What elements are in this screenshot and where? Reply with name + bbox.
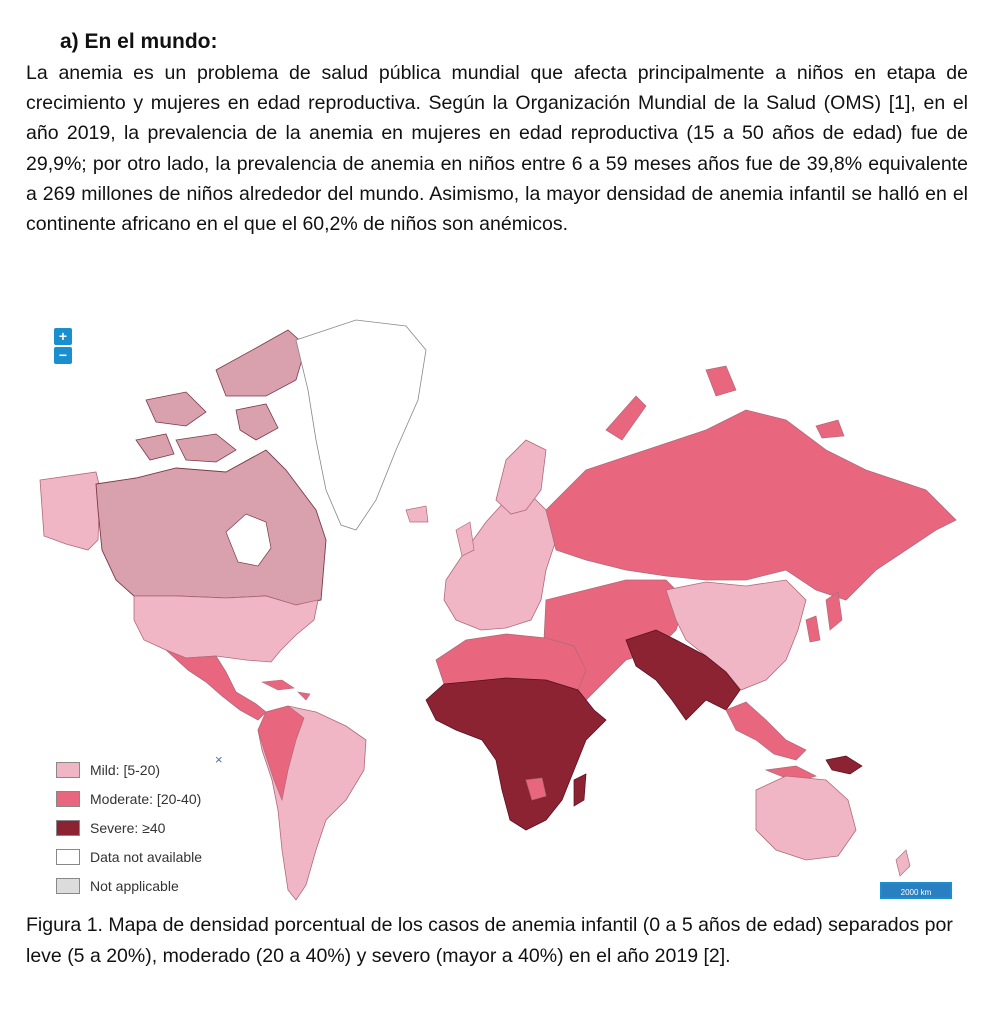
region-canada [95,449,327,606]
legend-swatch-moderate [56,790,80,807]
legend-label: Mild: [5-20) [90,761,161,778]
zoom-out-button[interactable]: − [54,347,72,364]
region-caribbean [260,679,311,701]
region-south-africa [525,777,547,801]
legend-item: Mild: [5-20) [56,755,202,784]
legend-item: Moderate: [20-40) [56,784,202,813]
region-japan [805,591,843,643]
world-map-graphic[interactable] [26,300,966,908]
world-anemia-map[interactable]: + − Mild: [5-20) Moderate: [20-40) Sever… [26,300,966,908]
region-greenland [295,319,427,531]
legend-swatch-mild [56,761,80,778]
region-se-asia [725,701,817,783]
region-uk [405,505,475,557]
legend-item: Data not available [56,842,202,871]
region-russia-islands [605,365,845,441]
region-russia [545,409,957,601]
legend-label: Severe: ≥40 [90,819,166,836]
figure-caption: Figura 1. Mapa de densidad porcentual de… [26,914,953,967]
region-arctic-islands [135,329,307,463]
legend-label: Moderate: [20-40) [90,790,202,807]
intro-paragraph: La anemia es un problema de salud públic… [26,62,968,236]
map-legend: Mild: [5-20) Moderate: [20-40) Severe: ≥… [56,755,202,900]
region-scandinavia [495,439,547,515]
zoom-in-button[interactable]: + [54,328,72,345]
region-usa [133,595,319,663]
region-andes-moderate [257,705,305,802]
region-europe [443,489,557,631]
legend-swatch-no-data [56,848,80,865]
region-australia [755,775,857,861]
region-sub-saharan-africa [425,677,607,831]
region-alaska [39,471,101,551]
legend-close-icon[interactable]: × [215,752,223,767]
region-china [665,579,807,691]
legend-label: Not applicable [90,877,179,894]
legend-swatch-severe [56,819,80,836]
region-papua [825,755,863,775]
legend-item: Severe: ≥40 [56,813,202,842]
hudson-bay [225,513,272,567]
legend-label: Data not available [90,848,203,865]
scale-bar: 2000 km [880,882,952,899]
section-heading: a) En el mundo: [60,30,218,53]
legend-swatch-not-applicable [56,877,80,894]
region-new-zealand [895,849,911,877]
legend-item: Not applicable [56,871,202,900]
region-madagascar [573,773,587,807]
